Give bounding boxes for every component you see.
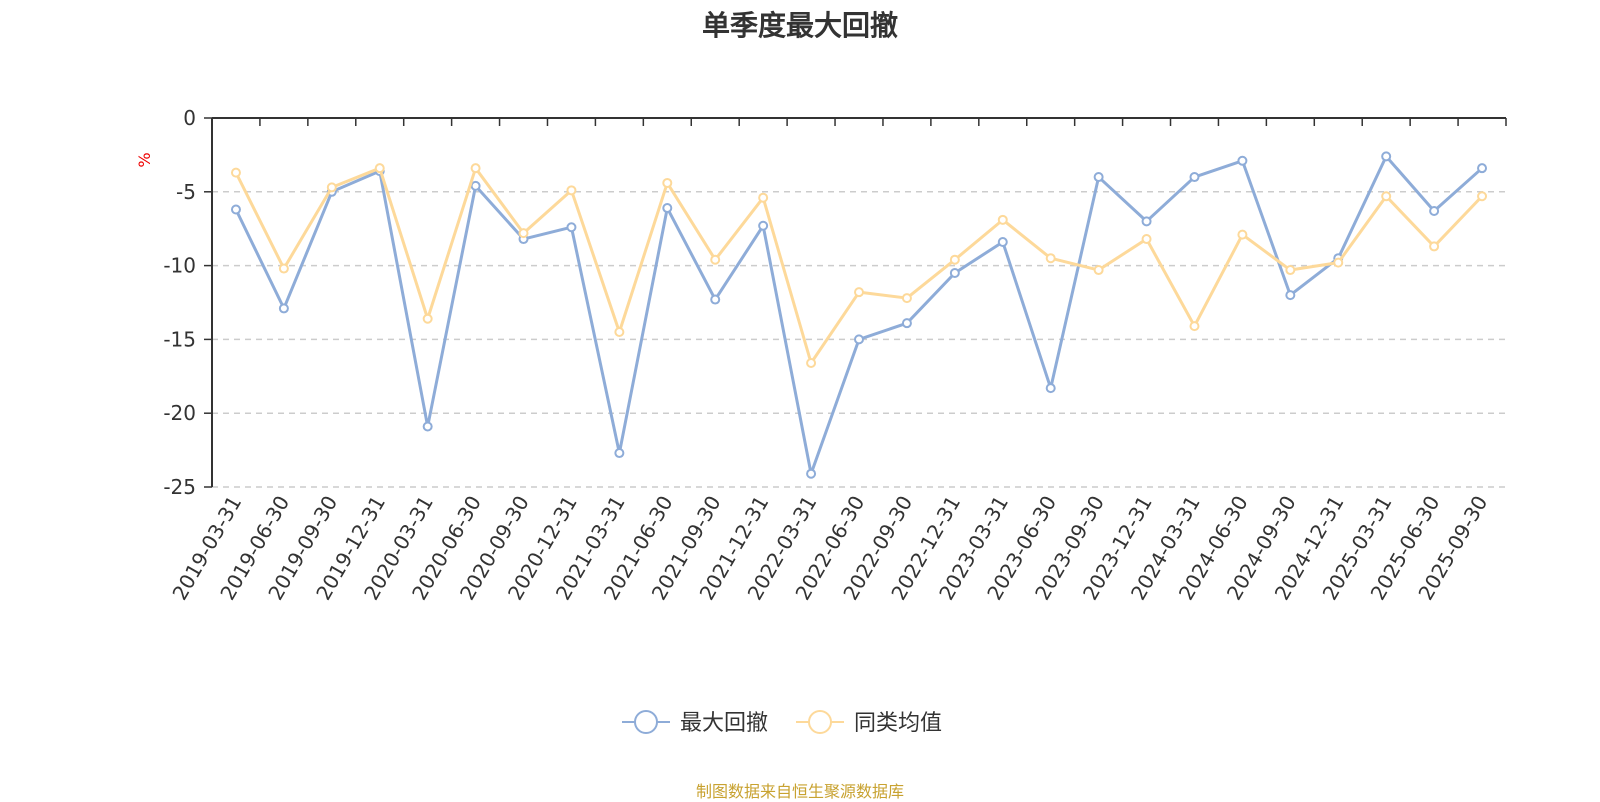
data-point[interactable] <box>1285 290 1296 301</box>
data-point[interactable] <box>374 163 385 174</box>
data-point[interactable] <box>997 236 1008 247</box>
data-point[interactable] <box>806 468 817 479</box>
legend-label: 最大回撤 <box>680 711 768 736</box>
data-point[interactable] <box>1381 191 1392 202</box>
y-axis-unit-label: % <box>135 152 154 167</box>
series-lines <box>230 151 1488 479</box>
data-point[interactable] <box>1093 172 1104 183</box>
y-tick-label: 0 <box>183 106 196 130</box>
data-point[interactable] <box>566 185 577 196</box>
data-point[interactable] <box>1093 265 1104 276</box>
data-point[interactable] <box>806 358 817 369</box>
data-point[interactable] <box>470 163 481 174</box>
data-point[interactable] <box>278 303 289 314</box>
y-tick-label: -5 <box>176 180 196 204</box>
y-tick-labels: 0 -5 -10 -15 -20 -25 <box>163 106 196 499</box>
data-point[interactable] <box>614 448 625 459</box>
chart-title: 单季度最大回撤 <box>701 9 898 42</box>
data-point[interactable] <box>1477 163 1488 174</box>
data-point[interactable] <box>1189 172 1200 183</box>
legend-marker <box>634 710 658 734</box>
data-point[interactable] <box>854 334 864 345</box>
data-point[interactable] <box>1237 155 1248 166</box>
data-point[interactable] <box>566 222 577 233</box>
data-point[interactable] <box>662 177 673 188</box>
data-point[interactable] <box>230 204 241 215</box>
data-point[interactable] <box>1381 151 1392 162</box>
data-point[interactable] <box>758 220 769 231</box>
data-point[interactable] <box>1429 205 1440 216</box>
data-point[interactable] <box>422 421 433 432</box>
data-point[interactable] <box>949 267 960 278</box>
legend-item[interactable]: 同类均值 <box>796 710 942 736</box>
data-point[interactable] <box>662 203 673 214</box>
data-point[interactable] <box>758 192 769 203</box>
data-point[interactable] <box>1429 241 1440 252</box>
data-point[interactable] <box>278 263 289 274</box>
data-point[interactable] <box>326 182 337 193</box>
data-point[interactable] <box>710 254 721 265</box>
series-2 <box>230 163 1488 369</box>
data-point[interactable] <box>901 293 912 304</box>
legend-marker <box>808 710 832 734</box>
series-1 <box>230 151 1488 479</box>
x-tick-labels: 2019-03-312019-06-302019-09-302019-12-31… <box>167 491 1492 604</box>
y-tick-label: -10 <box>163 254 196 278</box>
data-point[interactable] <box>1045 253 1056 264</box>
axes <box>204 117 1507 488</box>
data-point[interactable] <box>901 318 912 329</box>
y-tick-label: -20 <box>163 401 196 425</box>
data-point[interactable] <box>997 214 1008 225</box>
legend: 最大回撤 同类均值 <box>622 710 942 736</box>
data-point[interactable] <box>710 294 721 305</box>
data-point[interactable] <box>1141 216 1152 227</box>
data-point[interactable] <box>1045 383 1056 394</box>
data-point[interactable] <box>230 167 241 178</box>
data-point[interactable] <box>1285 265 1296 276</box>
legend-label: 同类均值 <box>854 711 942 736</box>
source-note: 制图数据来自恒生聚源数据库 <box>695 782 904 801</box>
data-point[interactable] <box>1189 321 1200 332</box>
legend-item[interactable]: 最大回撤 <box>622 710 768 736</box>
data-point[interactable] <box>1237 229 1248 240</box>
data-point[interactable] <box>1141 234 1152 245</box>
data-point[interactable] <box>422 313 433 324</box>
data-point[interactable] <box>1333 257 1344 268</box>
data-point[interactable] <box>518 228 529 239</box>
data-point[interactable] <box>470 180 481 191</box>
data-point[interactable] <box>949 254 960 265</box>
y-tick-label: -15 <box>163 327 196 351</box>
data-point[interactable] <box>854 287 864 298</box>
data-point[interactable] <box>1477 191 1488 202</box>
y-tick-label: -25 <box>163 475 196 499</box>
data-point[interactable] <box>614 327 625 338</box>
